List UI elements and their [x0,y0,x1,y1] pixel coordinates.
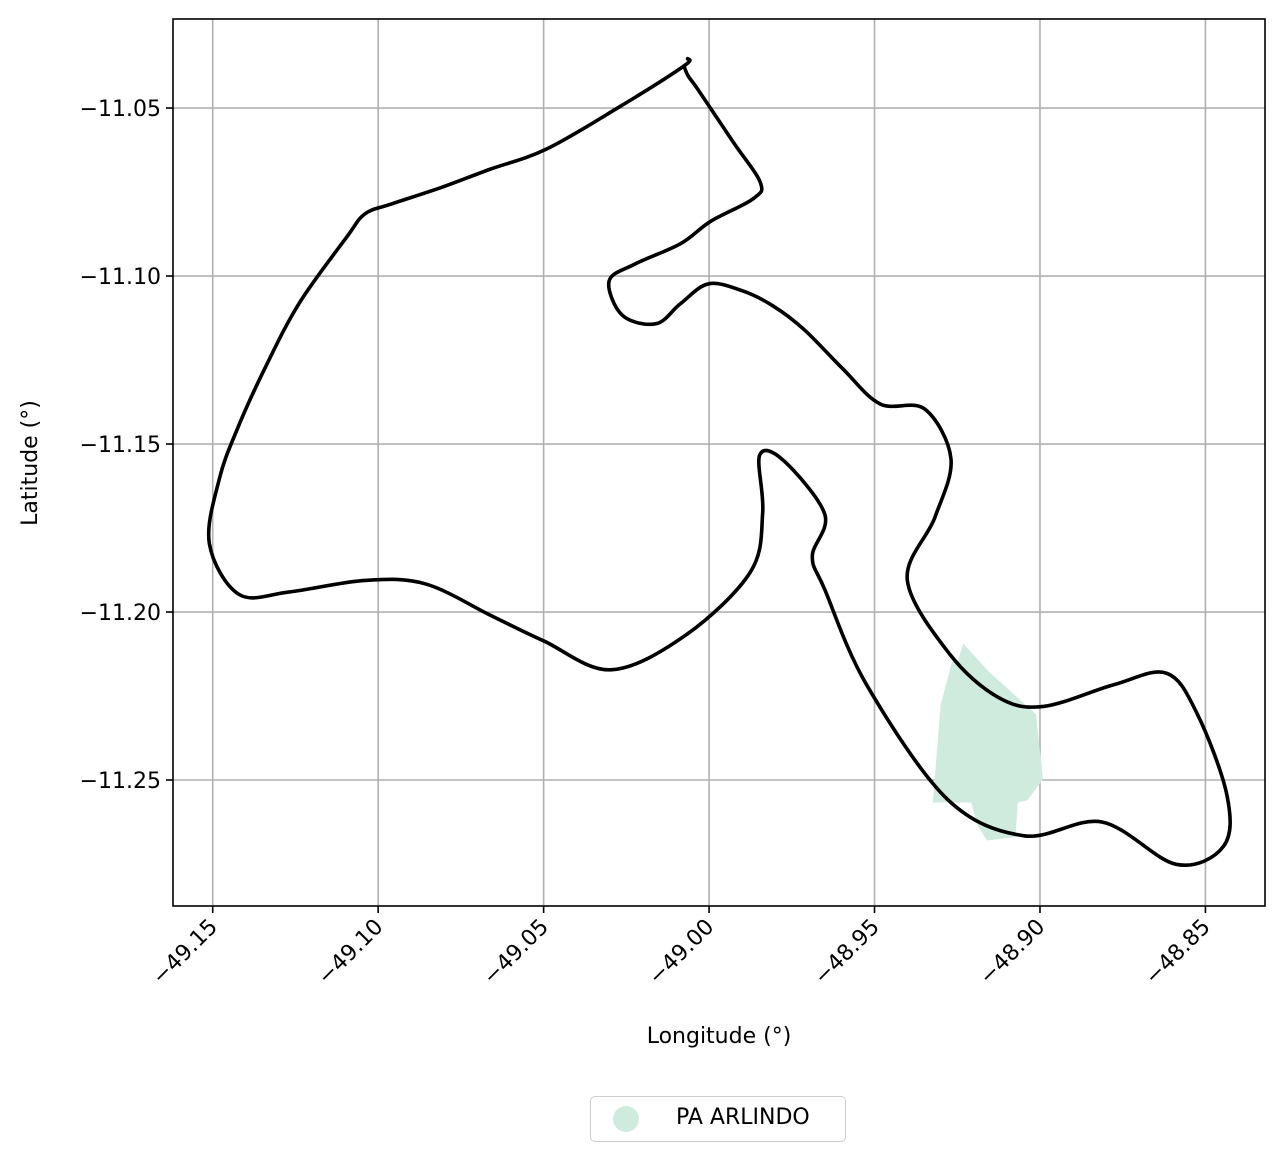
y-tick-label: −11.25 [80,769,161,794]
legend-label-pa-arlindo: PA ARLINDO [676,1105,810,1130]
boundary-layer [206,56,1232,867]
grid [173,19,1265,906]
x-tick-label: −49.10 [313,915,388,990]
x-tick-label: −49.00 [644,915,719,990]
x-tick-label: −48.95 [810,915,885,990]
legend: PA ARLINDO [590,1096,846,1142]
boundary-outline [206,56,1232,867]
axis-ticks: −49.15 −49.10 −49.05 −49.00 −48.95 −48.90 −48.… [80,97,1216,990]
y-axis-label: Latitude (°) [18,400,43,526]
y-tick-label: −11.15 [80,433,161,458]
x-tick-label: −49.05 [479,915,554,990]
map-features [932,643,1043,841]
x-tick-label: −48.85 [1140,915,1215,990]
area-pa-arlindo [932,643,1043,841]
y-tick-label: −11.10 [80,265,161,290]
y-tick-label: −11.05 [80,97,161,122]
plot-frame [172,18,1266,907]
y-tick-label: −11.20 [80,601,161,626]
x-axis-label: Longitude (°) [647,1024,792,1049]
legend-marker-pa-arlindo [613,1106,639,1132]
x-tick-label: −48.90 [975,915,1050,990]
x-tick-label: −49.15 [148,915,223,990]
